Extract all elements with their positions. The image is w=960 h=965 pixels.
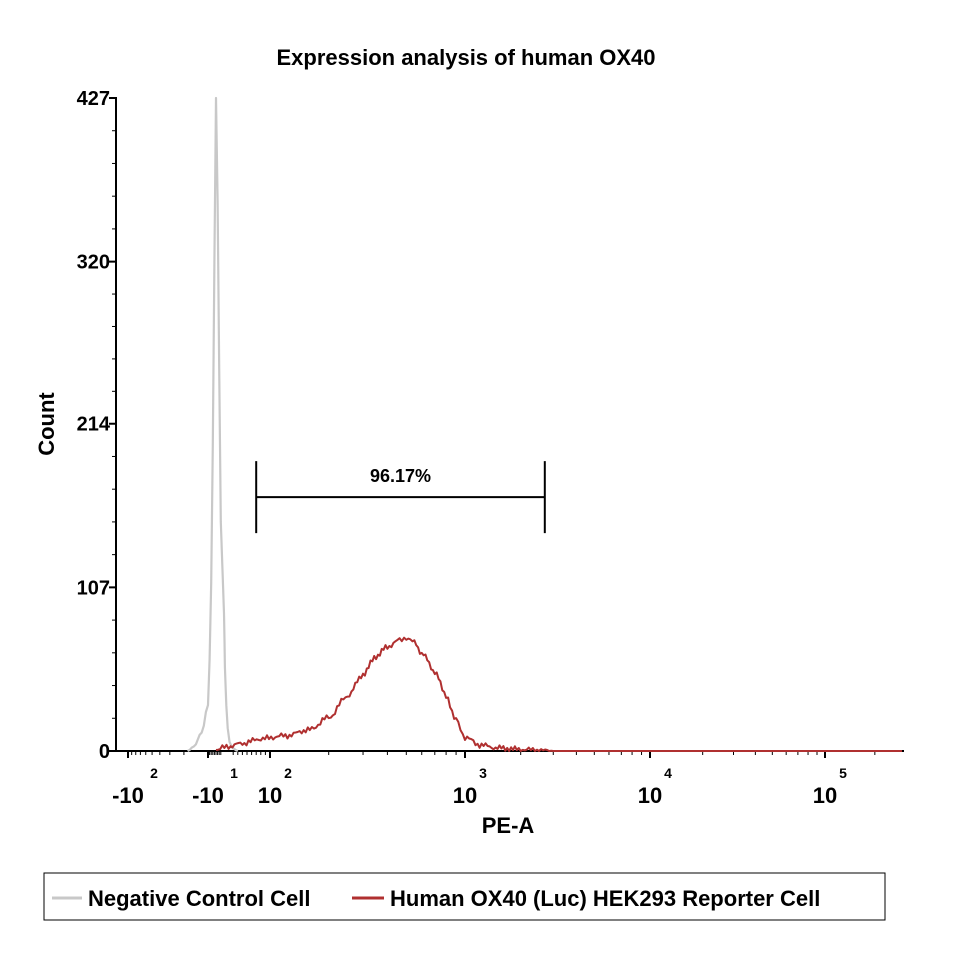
x-tick-label-base: -10 [112, 783, 144, 808]
y-tick-label: 320 [77, 252, 110, 274]
series-line-negative-control [187, 96, 239, 753]
series-group [187, 96, 902, 753]
x-tick-label-exponent: 2 [284, 765, 292, 781]
x-tick-label-exponent: 5 [839, 765, 847, 781]
y-tick-group: 0 107 214 320 427 [77, 88, 116, 763]
gate: 96.17% [255, 461, 546, 534]
gate-percentage-label: 96.17% [370, 466, 431, 486]
x-tick-label-exponent: 3 [479, 765, 487, 781]
x-tick-label-base: 10 [258, 783, 282, 808]
legend-label-human-ox40: Human OX40 (Luc) HEK293 Reporter Cell [390, 886, 820, 911]
y-axis-label: Count [34, 392, 59, 456]
legend: Negative Control Cell Human OX40 (Luc) H… [43, 872, 886, 921]
legend-label-negative-control: Negative Control Cell [88, 886, 310, 911]
y-tick-label: 427 [77, 88, 110, 110]
y-tick-label: 107 [77, 577, 110, 599]
x-tick-label-base: -10 [192, 783, 224, 808]
y-tick-label: 0 [99, 741, 110, 763]
x-tick-label-base: 10 [638, 783, 662, 808]
series-line-human-ox40 [215, 636, 902, 752]
x-tick-label-base: 10 [813, 783, 837, 808]
y-tick-label: 214 [77, 414, 111, 436]
x-axis-label: PE-A [482, 813, 535, 838]
chart-title: Expression analysis of human OX40 [276, 45, 655, 70]
x-tick-label-exponent: 1 [230, 765, 238, 781]
legend-box [43, 872, 886, 921]
x-tick-label-exponent: 4 [664, 765, 672, 781]
x-tick-label-base: 10 [453, 783, 477, 808]
y-minor-tick-group [112, 130, 116, 719]
x-tick-label-exponent: 2 [150, 765, 158, 781]
